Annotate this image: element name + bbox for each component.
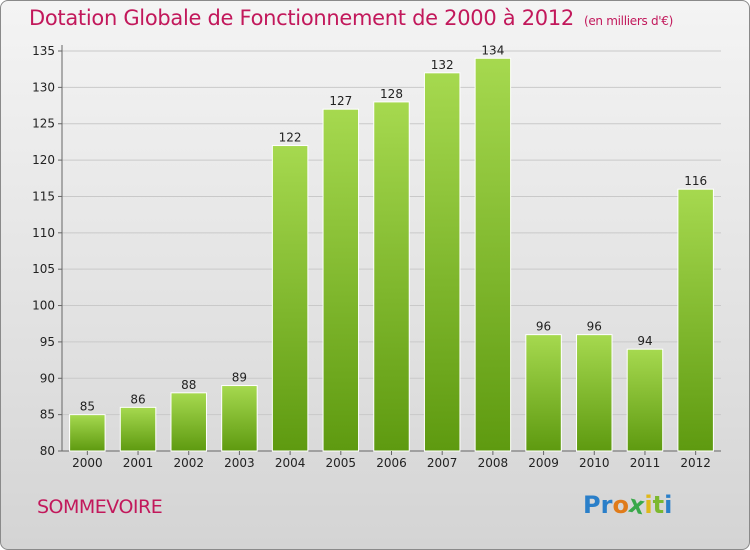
x-tick-label-2011: 2011 — [630, 456, 661, 470]
data-label-2004: 122 — [279, 131, 302, 145]
y-tick-label: 85 — [40, 408, 55, 422]
logo-letter: r — [600, 491, 613, 519]
data-label-2003: 89 — [232, 371, 247, 385]
y-tick-label: 95 — [40, 335, 55, 349]
bar-2009 — [525, 334, 562, 452]
y-tick-label: 130 — [32, 80, 55, 94]
unit-note: (en milliers d'€) — [583, 14, 673, 28]
logo-letter: i — [664, 491, 673, 519]
commune-name: SOMMEVOIRE — [37, 496, 163, 518]
x-tick-label-2012: 2012 — [680, 456, 711, 470]
data-label-2009: 96 — [536, 320, 551, 334]
data-label-2007: 132 — [431, 58, 454, 72]
bars — [69, 57, 714, 452]
data-label-2005: 127 — [329, 94, 352, 108]
y-tick-label: 105 — [32, 262, 55, 276]
y-tick-label: 90 — [40, 371, 55, 385]
y-tick-label: 115 — [32, 189, 55, 203]
y-tick-label: 120 — [32, 153, 55, 167]
x-tick-label-2000: 2000 — [72, 456, 103, 470]
x-tick-label-2006: 2006 — [376, 456, 407, 470]
bar-2007 — [423, 72, 461, 452]
logo-letter: o — [612, 491, 629, 519]
y-axis-ticks: 80 85 90 95 100 105 110 115 120 125 130 135 — [32, 44, 62, 458]
chart-title: Dotation Globale de Fonctionnement de 20… — [29, 6, 673, 30]
bar-2002 — [170, 392, 207, 452]
bar-2011 — [626, 348, 664, 452]
x-tick-label-2007: 2007 — [427, 456, 458, 470]
y-tick-label: 80 — [40, 444, 55, 458]
bar-2008 — [474, 57, 512, 452]
x-tick-label-2001: 2001 — [123, 456, 154, 470]
bar-2004 — [271, 145, 309, 452]
y-tick-label: 135 — [32, 44, 55, 58]
bar-2005 — [322, 108, 360, 452]
data-label-2006: 128 — [380, 87, 403, 101]
bar-2001 — [119, 406, 157, 452]
data-label-2001: 86 — [130, 392, 145, 406]
data-label-2002: 88 — [181, 378, 196, 392]
x-axis-ticks: 2000 2001 2002 2003 2004 2005 2006 2007 2008 2009… — [72, 451, 711, 470]
data-label-2010: 96 — [587, 320, 602, 334]
bar-2006 — [373, 101, 410, 452]
bar-2003 — [221, 385, 258, 452]
proxiti-logo: Proxiti — [583, 490, 673, 521]
x-tick-label-2003: 2003 — [224, 456, 255, 470]
data-label-2008: 134 — [481, 43, 504, 57]
x-tick-label-2004: 2004 — [275, 456, 306, 470]
logo-letter: t — [652, 491, 665, 519]
x-tick-label-2010: 2010 — [579, 456, 610, 470]
y-tick-label: 100 — [32, 299, 55, 313]
data-labels: 85 86 88 89 122 127 128 132 134 96 96 94 116 — [80, 43, 707, 413]
data-label-2000: 85 — [80, 400, 95, 414]
x-tick-label-2008: 2008 — [478, 456, 509, 470]
x-tick-label-2009: 2009 — [528, 456, 559, 470]
bar-2012 — [677, 188, 714, 452]
x-tick-label-2002: 2002 — [173, 456, 204, 470]
logo-letter: P — [583, 491, 601, 519]
title-text: Dotation Globale de Fonctionnement de 20… — [29, 6, 574, 30]
data-label-2012: 116 — [684, 174, 707, 188]
y-tick-label: 110 — [32, 226, 55, 240]
x-tick-label-2005: 2005 — [326, 456, 357, 470]
logo-letter: i — [644, 491, 653, 519]
bar-2010 — [576, 334, 613, 452]
y-tick-label: 125 — [32, 117, 55, 131]
data-label-2011: 94 — [637, 334, 652, 348]
bar-2000 — [69, 414, 106, 452]
